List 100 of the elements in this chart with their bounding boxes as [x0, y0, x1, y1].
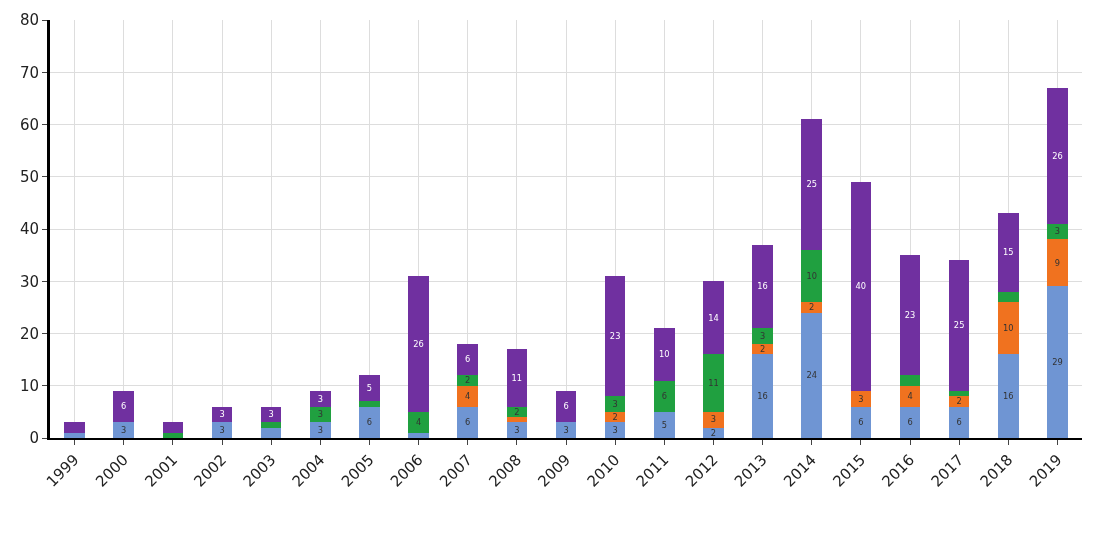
data-label: 3 — [759, 330, 766, 341]
data-label: 10 — [1003, 323, 1014, 334]
data-label: 3 — [612, 398, 618, 409]
data-label: 26 — [413, 338, 424, 349]
data-label: 3 — [858, 393, 864, 404]
bar — [506, 349, 528, 407]
y-tick-label: 40 — [19, 220, 39, 239]
bar — [653, 411, 675, 438]
data-label: 5 — [661, 419, 667, 430]
data-label: 2 — [514, 406, 520, 417]
bar — [408, 432, 429, 438]
data-label: 3 — [317, 424, 323, 435]
bar — [408, 276, 429, 412]
data-label: 6 — [661, 390, 667, 401]
bar — [113, 422, 135, 438]
data-label: 3 — [317, 393, 323, 404]
bar — [604, 276, 626, 397]
bar — [457, 385, 479, 407]
data-label: 23 — [609, 330, 621, 341]
bar — [1047, 239, 1068, 287]
bar — [703, 281, 724, 355]
data-label: 3 — [317, 409, 323, 420]
bar — [703, 354, 724, 412]
bar — [359, 401, 380, 407]
data-label: 16 — [757, 390, 768, 401]
data-label: 6 — [563, 401, 569, 412]
y-tick-label: 0 — [29, 429, 39, 448]
bar — [162, 422, 184, 433]
y-tick-label: 60 — [19, 115, 39, 134]
data-label: 3 — [1054, 226, 1061, 237]
bar — [162, 432, 184, 438]
bar — [948, 260, 970, 391]
data-label: 3 — [514, 424, 520, 435]
y-tick-label: 20 — [19, 324, 39, 343]
data-label: 2 — [759, 343, 766, 354]
y-tick-label: 70 — [19, 63, 39, 82]
data-label: 3 — [612, 424, 618, 435]
bar — [948, 390, 970, 397]
bar — [752, 328, 773, 344]
data-label: 3 — [219, 424, 225, 435]
bar — [801, 249, 823, 303]
bar — [359, 406, 380, 438]
bar — [457, 406, 479, 438]
bar — [604, 422, 626, 438]
data-label: 3 — [121, 424, 127, 435]
data-label: 6 — [465, 417, 471, 428]
bar — [309, 406, 331, 423]
bar — [260, 422, 282, 428]
data-label: 16 — [757, 281, 768, 292]
data-label: 25 — [953, 320, 965, 331]
bar — [850, 390, 872, 407]
bar — [997, 302, 1019, 355]
y-tick-label: 80 — [19, 11, 39, 30]
data-label: 29 — [1052, 357, 1063, 367]
bar — [113, 390, 135, 423]
bar — [653, 328, 675, 381]
data-label: 23 — [904, 309, 916, 320]
data-label: 25 — [806, 179, 817, 190]
bar — [899, 255, 921, 376]
data-label: 3 — [710, 414, 717, 425]
data-label: 15 — [1003, 247, 1014, 258]
data-label: 4 — [415, 417, 422, 428]
bar — [555, 422, 577, 438]
bar — [260, 427, 282, 438]
bar — [653, 380, 675, 412]
data-label: 6 — [465, 354, 471, 365]
bar — [997, 354, 1019, 438]
data-label: 3 — [268, 409, 274, 420]
data-label: 5 — [366, 383, 373, 394]
data-label: 4 — [907, 390, 913, 401]
y-tick-label: 50 — [19, 168, 39, 186]
data-label: 10 — [806, 270, 817, 281]
bar — [899, 385, 921, 407]
data-label: 3 — [219, 409, 225, 420]
bar — [850, 181, 872, 391]
data-label: 11 — [708, 377, 719, 388]
bar — [1047, 286, 1068, 438]
data-label: 6 — [121, 401, 127, 412]
bar — [997, 213, 1019, 292]
y-tick-label: 10 — [19, 377, 39, 395]
data-label: 6 — [858, 417, 864, 428]
bar — [899, 406, 921, 438]
data-label: 11 — [511, 372, 523, 383]
data-label: 6 — [366, 417, 373, 428]
bar — [801, 119, 823, 250]
bar — [309, 422, 331, 438]
bar — [555, 390, 577, 423]
bar — [801, 312, 823, 438]
data-label: 4 — [465, 390, 471, 401]
bar — [997, 291, 1019, 303]
bar — [64, 422, 85, 433]
data-label: 14 — [708, 312, 719, 323]
data-label: 2 — [710, 427, 717, 438]
bar — [703, 411, 724, 428]
bar — [752, 244, 773, 329]
data-label: 16 — [1003, 390, 1014, 401]
data-label: 2 — [465, 375, 471, 386]
data-label: 26 — [1052, 150, 1063, 161]
bar — [1047, 87, 1068, 224]
bar — [506, 422, 528, 438]
